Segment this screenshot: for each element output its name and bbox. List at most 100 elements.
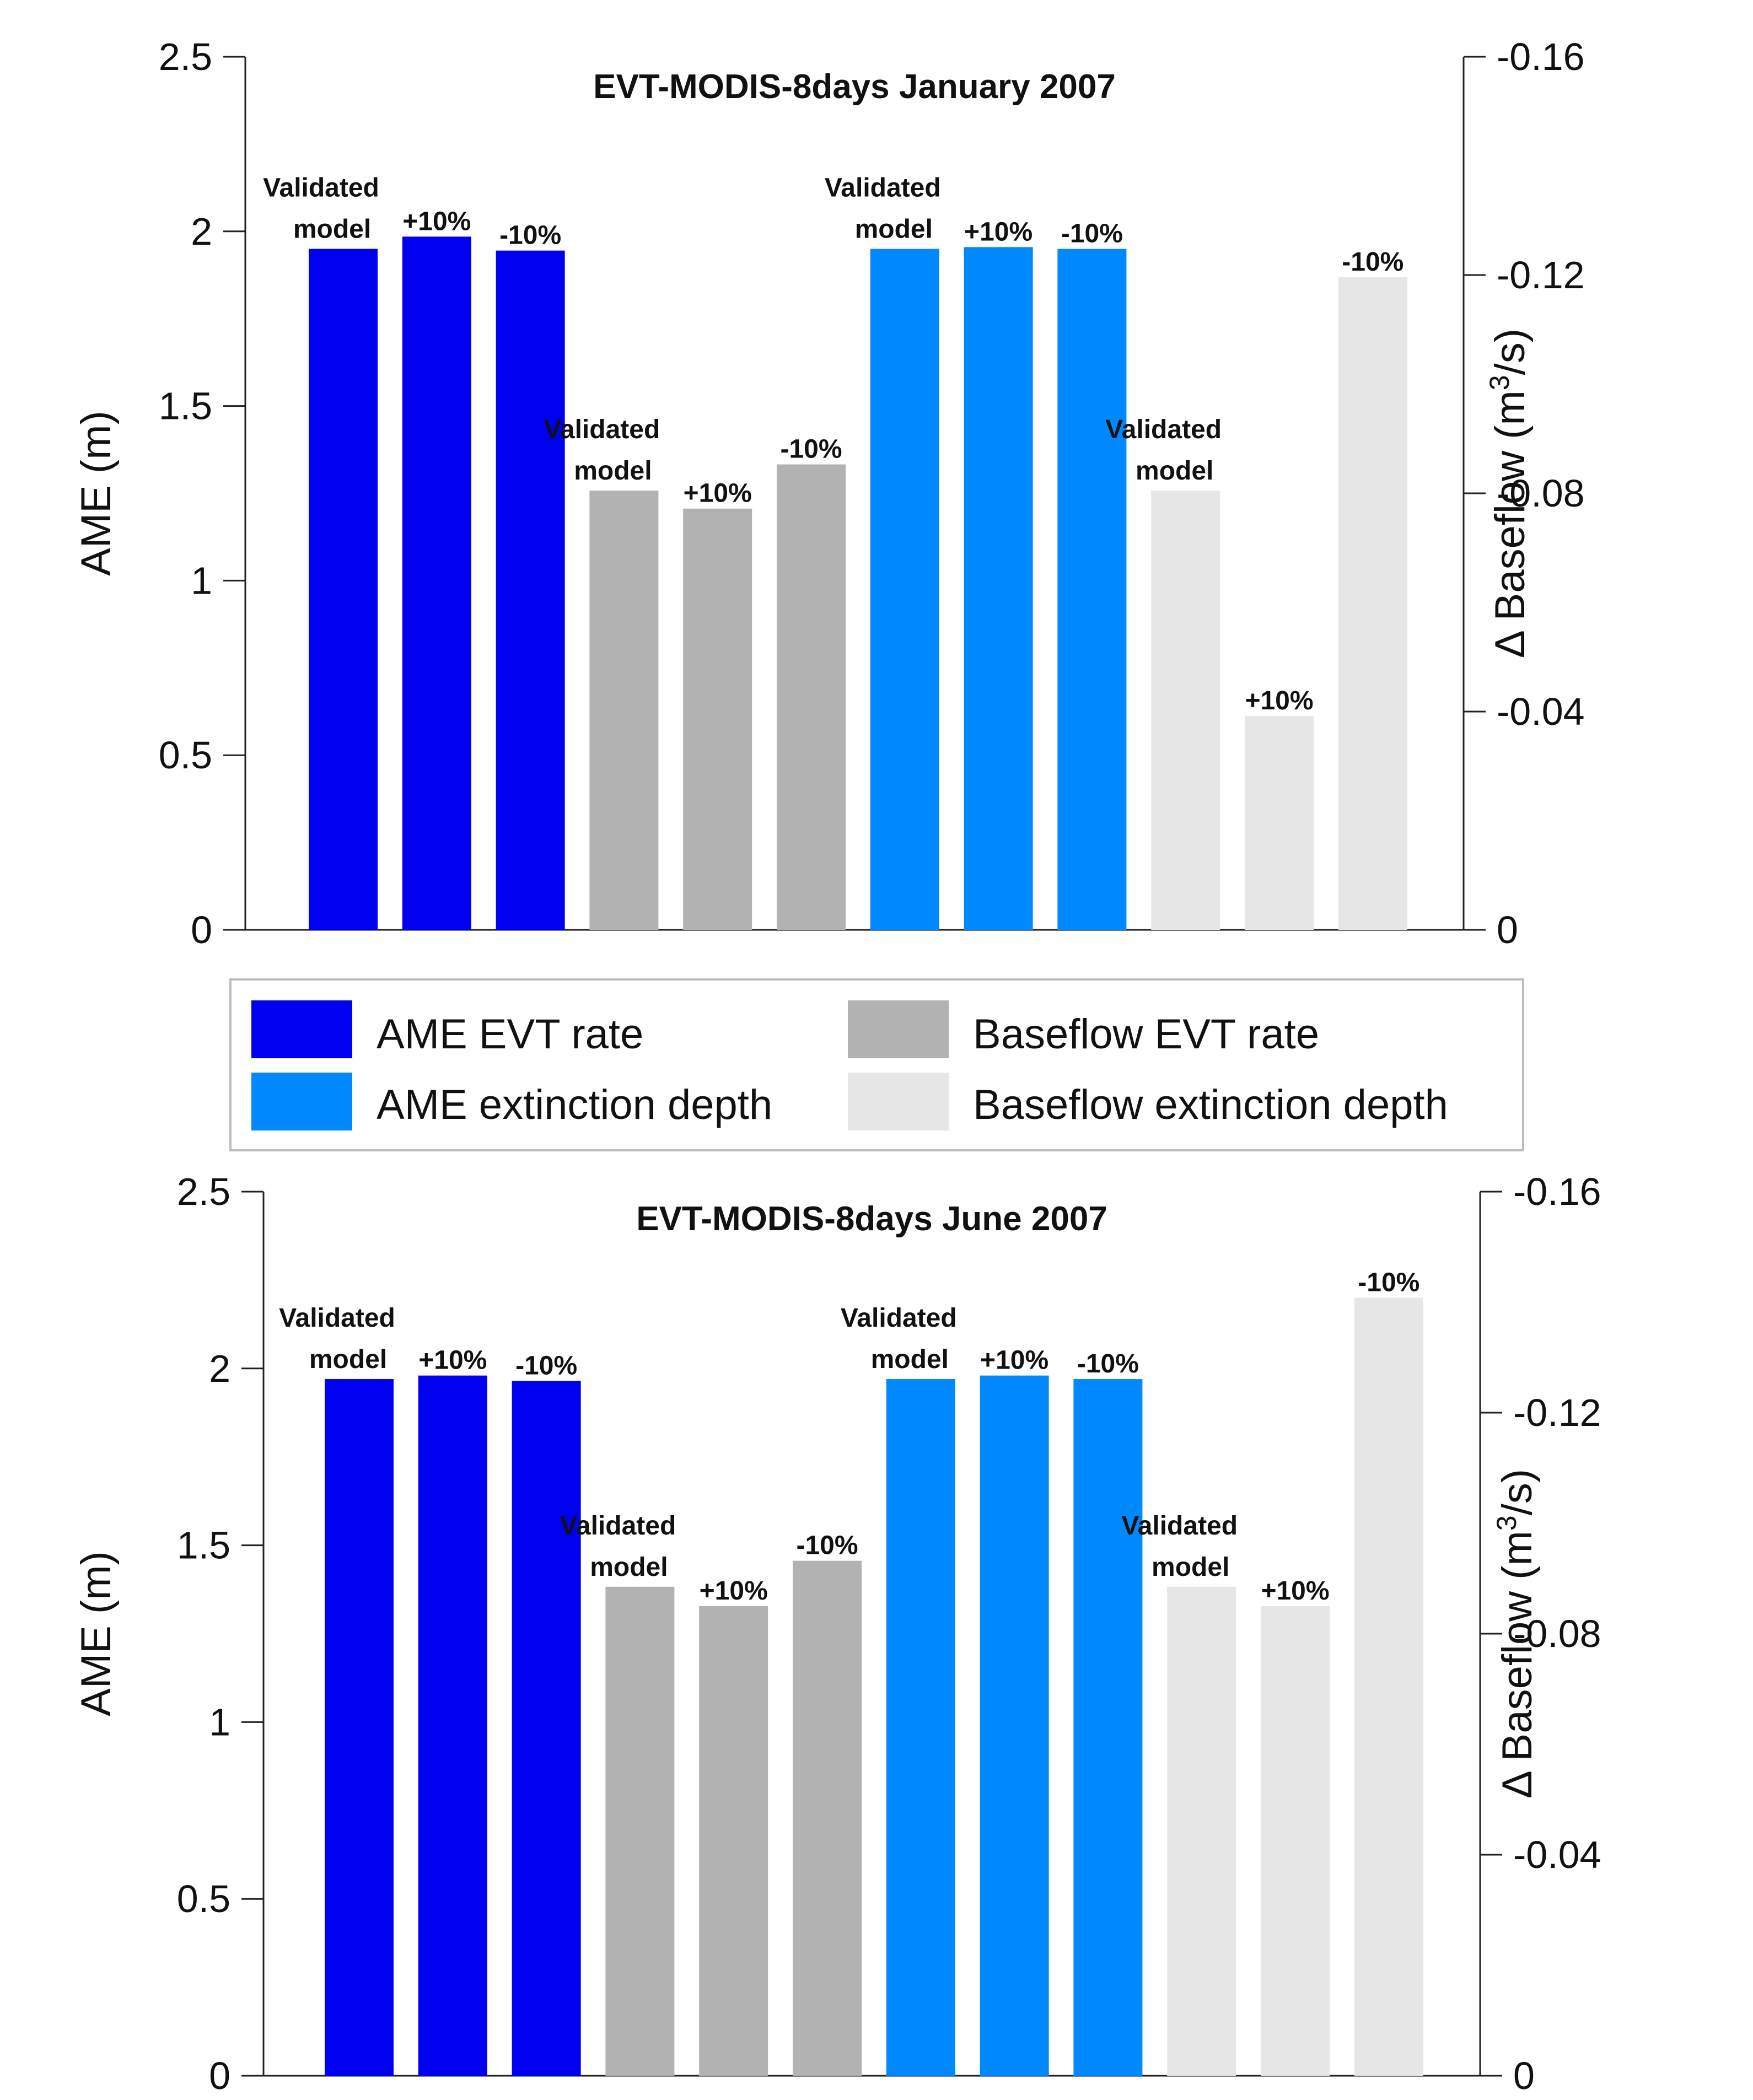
- bar: [1057, 249, 1127, 930]
- y2-axis-title-text-end: /s): [1487, 329, 1534, 375]
- chart-title: EVT-MODIS-8days June 2007: [636, 1200, 1107, 1238]
- bar: [683, 508, 752, 930]
- bar-label: model: [574, 456, 652, 486]
- right-tick-label: -0.04: [1513, 1833, 1601, 1876]
- left-tick-label: 0.5: [159, 734, 212, 777]
- right-tick-label: 0: [1513, 2054, 1535, 2097]
- left-tick-label: 0: [191, 908, 212, 951]
- right-tick-label: 0: [1497, 908, 1518, 951]
- bar-label: -10%: [515, 1351, 577, 1380]
- legend: AME EVT rate Baseflow EVT rate AME extinct…: [229, 978, 1524, 1151]
- bar-label: +10%: [1245, 686, 1313, 715]
- bar: [1338, 277, 1407, 930]
- bar-label: Validated: [560, 1511, 676, 1541]
- bar-label: -10%: [1077, 1349, 1139, 1379]
- bar: [964, 247, 1033, 930]
- bar-label: model: [590, 1553, 668, 1582]
- bar: [699, 1606, 768, 2076]
- bar-label: Validated: [544, 415, 660, 444]
- right-tick-label: -0.16: [1497, 35, 1585, 78]
- left-tick-label: 2.5: [159, 35, 212, 78]
- right-tick-label: -0.12: [1497, 254, 1585, 297]
- bar-label: model: [309, 1345, 387, 1374]
- chart-june-2007: 0 0.5 1 1.5 2 2.5 0 -0.04 -0.08 -0.12 -0.16 EVT-MOD…: [73, 1170, 1601, 2097]
- bar-label: -10%: [1061, 219, 1123, 248]
- legend-swatch: [251, 1073, 352, 1130]
- bar-label: model: [1152, 1553, 1229, 1582]
- bar: [325, 1379, 394, 2076]
- bar: [1151, 491, 1220, 930]
- left-tick-label: 1: [191, 559, 212, 602]
- bar: [1073, 1379, 1143, 2076]
- left-tick-label: 0.5: [177, 1877, 230, 1920]
- bar-label: +10%: [402, 207, 471, 236]
- bar-label: +10%: [964, 217, 1033, 246]
- y2-axis-title-text-end: /s): [1494, 1469, 1541, 1515]
- y2-axis-title-superscript: 3: [1491, 1515, 1522, 1531]
- bar: [1167, 1586, 1236, 2076]
- left-tick-label: 2: [209, 1347, 230, 1390]
- y2-axis-title-superscript: 3: [1484, 375, 1515, 390]
- left-tick-label: 1.5: [159, 385, 212, 428]
- bar: [886, 1379, 955, 2076]
- bar-label: Validated: [1105, 415, 1222, 444]
- bar: [1261, 1606, 1330, 2076]
- bar-label: -10%: [1358, 1268, 1419, 1297]
- bar-label: model: [1136, 456, 1213, 486]
- bar-label: Validated: [841, 1304, 957, 1333]
- bar-label: Validated: [1121, 1511, 1238, 1541]
- y-axis-title: AME (m): [73, 411, 120, 576]
- bar-label: +10%: [684, 479, 752, 508]
- bar: [870, 249, 939, 930]
- bar-label: -10%: [1342, 247, 1404, 277]
- right-tick-label: -0.12: [1513, 1391, 1601, 1434]
- bar: [496, 250, 565, 930]
- y2-axis-title: Δ Baseflow (m3/s): [1484, 329, 1534, 658]
- legend-swatch: [848, 1000, 949, 1058]
- bar: [777, 464, 846, 930]
- bar-label: Validated: [263, 173, 379, 202]
- bar-label: model: [871, 1345, 949, 1374]
- bar-label: Validated: [279, 1304, 395, 1333]
- right-tick-label: -0.08: [1497, 472, 1585, 515]
- legend-swatch: [848, 1073, 949, 1130]
- right-tick-label: -0.16: [1513, 1170, 1601, 1213]
- left-tick-label: 1: [209, 1700, 230, 1743]
- legend-label: AME extinction depth: [377, 1081, 772, 1128]
- bar-label: -10%: [796, 1531, 858, 1560]
- bar-label: -10%: [499, 221, 561, 250]
- y2-axis-title-text: Δ Baseflow (m: [1494, 1531, 1541, 1799]
- chart-january-2007: 0 0.5 1 1.5 2 2.5 0 -0.04 -0.08 -0.12 -0.16 EVT-MOD…: [73, 35, 1585, 951]
- y2-axis-title: Δ Baseflow (m3/s): [1491, 1469, 1541, 1799]
- left-tick-label: 0: [209, 2054, 230, 2097]
- bar: [605, 1586, 675, 2076]
- bar: [402, 236, 471, 930]
- bar: [418, 1375, 487, 2076]
- bar: [793, 1560, 862, 2076]
- y-axis-title: AME (m): [73, 1551, 120, 1716]
- bar: [512, 1381, 581, 2076]
- left-tick-label: 2: [191, 210, 212, 253]
- right-tick-label: -0.08: [1513, 1612, 1601, 1655]
- bar-label: +10%: [1261, 1576, 1329, 1606]
- left-tick-label: 1.5: [177, 1524, 230, 1567]
- bar-label: model: [293, 214, 371, 244]
- legend-label: AME EVT rate: [377, 1011, 643, 1058]
- bar-label: -10%: [780, 435, 842, 464]
- right-tick-label: -0.04: [1497, 690, 1585, 733]
- legend-swatch: [251, 1000, 352, 1058]
- bar-label: model: [855, 214, 933, 244]
- chart-title: EVT-MODIS-8days January 2007: [593, 68, 1116, 106]
- left-tick-label: 2.5: [177, 1170, 230, 1213]
- bar: [589, 491, 659, 930]
- y2-axis-title-text: Δ Baseflow (m: [1487, 390, 1534, 658]
- legend-label: Baseflow EVT rate: [973, 1011, 1319, 1058]
- bar: [309, 249, 378, 930]
- bar-label: Validated: [825, 173, 941, 202]
- legend-label: Baseflow extinction depth: [973, 1081, 1448, 1128]
- bar: [980, 1375, 1049, 2076]
- bar-label: +10%: [418, 1346, 487, 1375]
- bar-label: +10%: [980, 1346, 1048, 1375]
- bar: [1245, 715, 1314, 930]
